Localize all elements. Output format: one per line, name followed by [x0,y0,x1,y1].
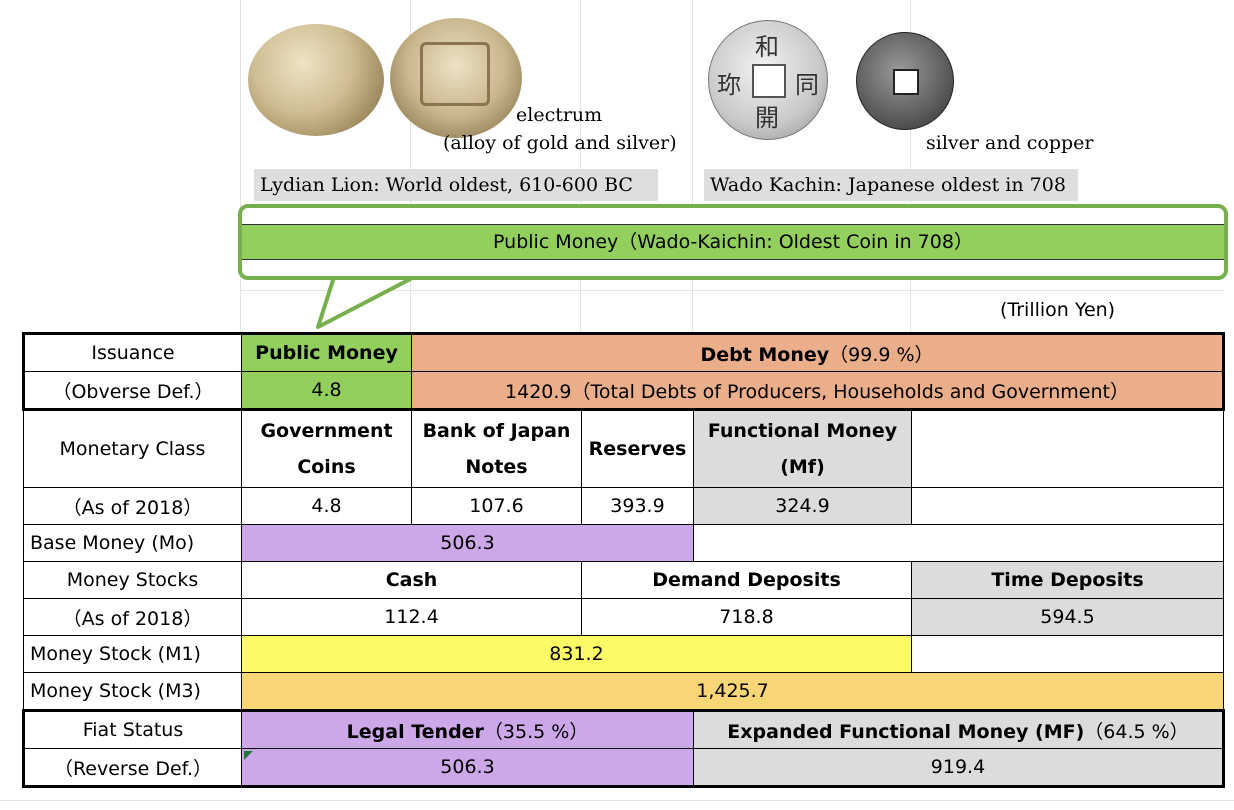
gov-coins-line1: Government [260,420,393,442]
gov-coins-value: 4.8 [241,487,412,525]
public-money-header: Public Money [241,332,412,372]
callout-box: Public Money（Wado-Kaichin: Oldest Coin i… [238,204,1228,280]
monetary-class-row: Monetary Class Government Coins Bank of J… [23,409,1224,488]
issuance-label: Issuance [22,332,242,372]
alloy-label: (alloy of gold and silver) [443,132,677,154]
wado-glyph-top: 和 [755,33,779,61]
lydian-coin-obverse [248,24,384,136]
callout-text: Public Money（Wado-Kaichin: Oldest Coin i… [242,224,1224,260]
fiat-row-1: Fiat Status Legal Tender（35.5 %） Expande… [22,709,1225,749]
functional-money-line1: Functional Money [707,420,898,442]
money-stocks-values-row: （As of 2018） 112.4 718.8 594.5 [23,598,1224,636]
base-money-label: Base Money (Mo) [23,524,242,562]
empty-cell [911,487,1224,525]
wado-glyph-bottom: 開 [755,104,779,132]
monetary-values-row: （As of 2018） 4.8 107.6 393.9 324.9 [23,487,1224,525]
empty-cell [693,524,1224,562]
time-deposits-value: 594.5 [911,598,1224,636]
gov-coins-line2: Coins [297,456,356,478]
boj-notes-header: Bank of Japan Notes [411,409,582,488]
grid-line [580,0,581,332]
legal-tender-title: Legal Tender [346,720,484,743]
electrum-label: electrum [516,104,603,126]
legal-tender-pct: （35.5 %） [483,720,589,743]
boj-notes-value: 107.6 [411,487,582,525]
wado-coin-light: 和 同 開 珎 [708,20,828,140]
monetary-class-label: Monetary Class [23,409,242,488]
boj-notes-line1: Bank of Japan [422,420,571,442]
boj-notes-line2: Notes [465,456,528,478]
silver-copper-label: silver and copper [926,132,1094,154]
functional-money-value: 324.9 [693,487,912,525]
grid-line [0,800,1234,801]
debt-money-pct: （99.9 %） [829,343,934,366]
functional-money-line2: (Mf) [780,456,825,478]
grid-line [910,0,911,332]
wado-caption: Wado Kachin: Japanese oldest in 708 [704,169,1078,201]
grid-line [692,0,693,332]
debt-money-title: Debt Money [700,343,830,366]
government-coins-header: Government Coins [241,409,412,488]
legal-tender-value: 506.3 [241,748,694,788]
m1-label: Money Stock (M1) [23,635,242,673]
m1-row: Money Stock (M1) 831.2 [23,635,1224,673]
cash-value: 112.4 [241,598,582,636]
expanded-functional-title: Expanded Functional Money (MF) [727,720,1085,743]
as-of-2018-label: （As of 2018） [23,487,242,525]
legal-tender-amount: 506.3 [440,756,495,778]
grid-line [410,0,411,332]
cell-comment-marker [244,751,253,760]
money-stocks-row: Money Stocks Cash Demand Deposits Time D… [23,561,1224,599]
empty-cell [911,635,1224,673]
time-deposits-header: Time Deposits [911,561,1224,599]
demand-deposits-value: 718.8 [581,598,912,636]
m3-row: Money Stock (M3) 1,425.7 [23,672,1224,711]
m3-value: 1,425.7 [241,672,1224,711]
base-money-row: Base Money (Mo) 506.3 [23,524,1224,562]
grid-line [240,0,241,332]
cash-header: Cash [241,561,582,599]
lydian-caption: Lydian Lion: World oldest, 610-600 BC [254,169,658,201]
grid-line [240,290,1224,291]
money-stocks-label: Money Stocks [23,561,242,599]
money-table: Issuance Public Money Debt Money（99.9 %）… [22,332,1225,788]
expanded-functional-header: Expanded Functional Money (MF)（64.5 %） [693,709,1225,749]
empty-cell [911,409,1224,488]
reverse-def-label: （Reverse Def.） [22,748,242,788]
expanded-functional-pct: （64.5 %） [1084,720,1189,743]
debt-money-value: 1420.9（Total Debts of Producers, Househo… [411,371,1225,411]
demand-deposits-header: Demand Deposits [581,561,912,599]
base-money-value: 506.3 [241,524,694,562]
debt-money-header: Debt Money（99.9 %） [411,332,1225,372]
issuance-row-2: （Obverse Def.） 4.8 1420.9（Total Debts of… [22,371,1225,411]
fiat-status-label: Fiat Status [22,709,242,749]
wado-glyph-right: 同 [795,71,819,99]
lydian-coin-reverse [390,18,522,138]
obverse-def-label: （Obverse Def.） [22,371,242,411]
issuance-row-1: Issuance Public Money Debt Money（99.9 %） [22,332,1225,372]
public-money-value: 4.8 [241,371,412,411]
reserves-header: Reserves [581,409,694,488]
legal-tender-header: Legal Tender（35.5 %） [241,709,694,749]
m3-label: Money Stock (M3) [23,672,242,711]
m1-value: 831.2 [241,635,912,673]
callout-pointer [316,271,422,329]
stocks-as-of-2018-label: （As of 2018） [23,598,242,636]
wado-coin-dark [856,32,954,130]
functional-money-header: Functional Money (Mf) [693,409,912,488]
unit-label: (Trillion Yen) [1000,299,1116,321]
fiat-row-2: （Reverse Def.） 506.3 919.4 [22,748,1225,788]
reserves-value: 393.9 [581,487,694,525]
expanded-functional-value: 919.4 [693,748,1225,788]
wado-glyph-left: 珎 [717,71,741,99]
